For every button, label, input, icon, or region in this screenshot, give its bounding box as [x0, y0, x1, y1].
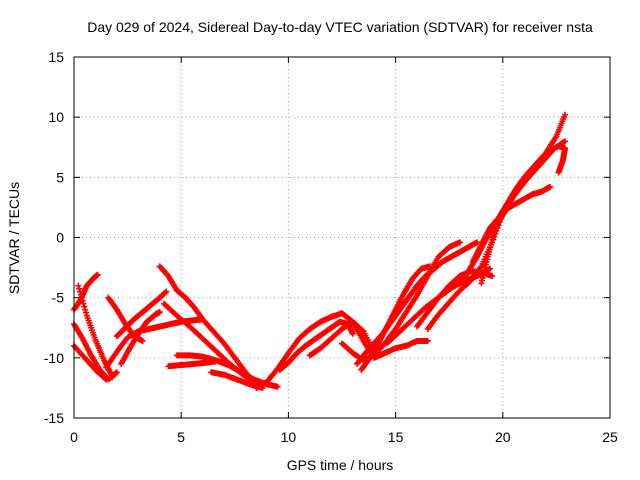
data-point — [79, 297, 86, 304]
series-track-19 — [358, 263, 433, 373]
data-point — [78, 294, 85, 301]
data-point — [103, 376, 110, 383]
series-track-18 — [354, 239, 481, 367]
data-point — [489, 273, 496, 280]
y-axis-label: SDTVAR / TECUs — [6, 182, 22, 294]
data-point — [76, 285, 83, 292]
x-tick-label: 5 — [177, 429, 185, 445]
series-track-8 — [118, 309, 163, 367]
data-point — [456, 239, 463, 246]
data-point — [113, 369, 120, 376]
data-point — [424, 337, 431, 344]
grid-layer — [74, 57, 610, 418]
y-tick-label: -10 — [44, 350, 64, 366]
y-tick-label: -5 — [52, 290, 65, 306]
data-point — [426, 263, 433, 270]
series-track-7 — [113, 288, 170, 340]
data-point — [156, 309, 163, 316]
data-point — [81, 303, 88, 310]
y-tick-label: 10 — [48, 109, 64, 125]
data-point — [94, 271, 101, 278]
data-point — [83, 309, 90, 316]
series-track-26 — [555, 145, 568, 176]
data-point — [77, 291, 84, 298]
data-point — [274, 383, 281, 390]
data-point — [109, 374, 116, 381]
y-tick-label: -15 — [44, 410, 64, 426]
data-point — [139, 337, 146, 344]
x-tick-label: 20 — [495, 429, 511, 445]
data-point — [77, 288, 84, 295]
data-point — [561, 138, 568, 145]
x-tick-label: 0 — [70, 429, 78, 445]
data-point — [75, 282, 82, 289]
data-point — [163, 288, 170, 295]
data-point — [561, 111, 568, 118]
tick-layer: 0 5 10 15 20 25 -15 -10 -5 0 5 10 15 — [44, 49, 618, 445]
x-tick-label: 15 — [388, 429, 404, 445]
data-point — [474, 239, 481, 246]
x-tick-label: 10 — [281, 429, 297, 445]
data-point — [80, 300, 87, 307]
y-tick-label: 15 — [48, 49, 64, 65]
y-tick-label: 5 — [56, 169, 64, 185]
data-point — [82, 306, 89, 313]
series-track-4 — [71, 342, 110, 383]
series-track-14 — [253, 310, 431, 391]
plot-frame — [73, 56, 611, 419]
x-tick-label: 25 — [602, 429, 618, 445]
data-point — [359, 327, 366, 334]
data-point — [486, 265, 493, 272]
data-point — [546, 183, 553, 190]
data-layer — [71, 111, 568, 391]
y-tick-label: 0 — [56, 230, 64, 246]
series-track-25 — [478, 183, 553, 287]
chart-title: Day 029 of 2024, Sidereal Day-to-day VTE… — [87, 19, 593, 35]
x-axis-label: GPS time / hours — [287, 457, 394, 473]
series-track-3 — [75, 282, 116, 381]
series-track-9 — [156, 263, 260, 388]
data-point — [349, 330, 356, 337]
data-point — [102, 375, 109, 382]
data-point — [561, 145, 568, 152]
